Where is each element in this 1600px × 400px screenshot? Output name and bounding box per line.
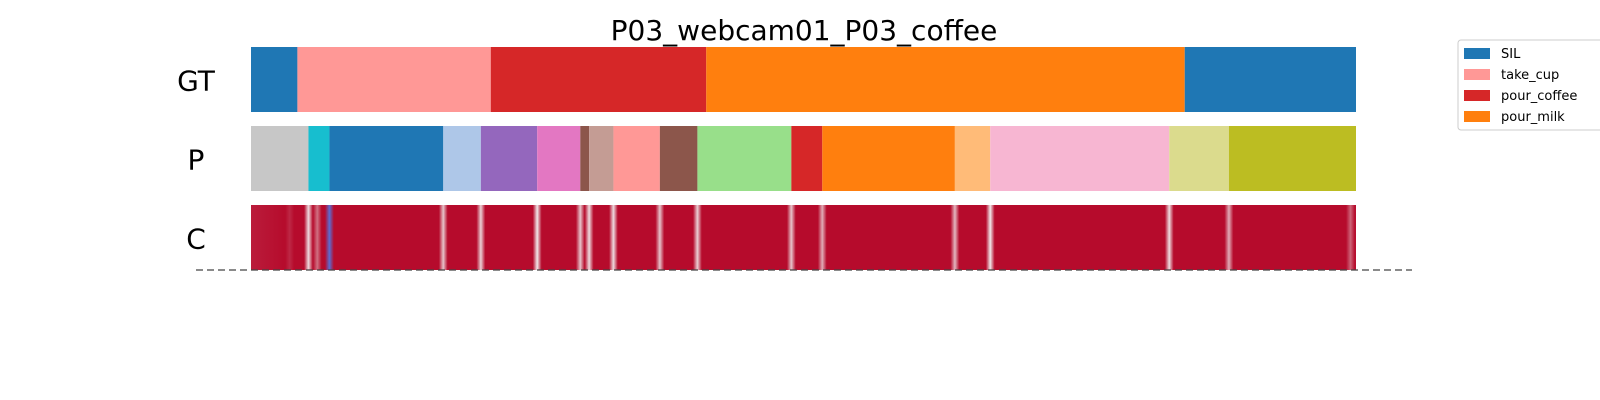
- segment-p-12: [822, 126, 955, 191]
- segment-gt-3: [706, 47, 1185, 112]
- segment-p-5: [537, 126, 581, 191]
- segment-gt-1: [297, 47, 491, 112]
- legend-frame: [1457, 39, 1600, 131]
- legend-swatch-pour_coffee: [1464, 90, 1490, 101]
- legend-label-pour_coffee: pour_coffee: [1501, 89, 1577, 104]
- legend: SIL take_cup pour_coffee pour_milk: [1457, 39, 1600, 131]
- legend-label-SIL: SIL: [1501, 47, 1521, 62]
- segment-gt-4: [1184, 47, 1356, 112]
- legend-swatch-SIL: [1464, 48, 1490, 59]
- segment-p-1: [308, 126, 330, 191]
- segment-gt-0: [251, 47, 298, 112]
- segment-p-11: [791, 126, 823, 191]
- segment-p-0: [251, 126, 309, 191]
- segment-p-15: [1169, 126, 1229, 191]
- segment-p-9: [659, 126, 698, 191]
- row-label-p: P: [188, 144, 205, 177]
- row-label-c: C: [186, 223, 206, 256]
- segment-p-7: [589, 126, 614, 191]
- segment-p-13: [954, 126, 991, 191]
- legend-label-take_cup: take_cup: [1501, 68, 1559, 83]
- row-label-gt: GT: [177, 65, 216, 98]
- segment-p-8: [613, 126, 660, 191]
- segment-p-3: [443, 126, 481, 191]
- legend-label-pour_milk: pour_milk: [1501, 110, 1565, 125]
- legend-swatch-pour_milk: [1464, 111, 1490, 122]
- segment-p-10: [697, 126, 792, 191]
- timeline-rows: GT P C: [177, 47, 1356, 270]
- segment-p-2: [329, 126, 444, 191]
- segment-p-4: [480, 126, 538, 191]
- chart-title: P03_webcam01_P03_coffee: [611, 14, 998, 47]
- segment-p-14: [990, 126, 1170, 191]
- legend-swatch-take_cup: [1464, 69, 1490, 80]
- segment-gt-2: [490, 47, 707, 112]
- segment-p-6: [580, 126, 590, 191]
- segment-p-16: [1228, 126, 1356, 191]
- confidence-bar: [251, 205, 1356, 270]
